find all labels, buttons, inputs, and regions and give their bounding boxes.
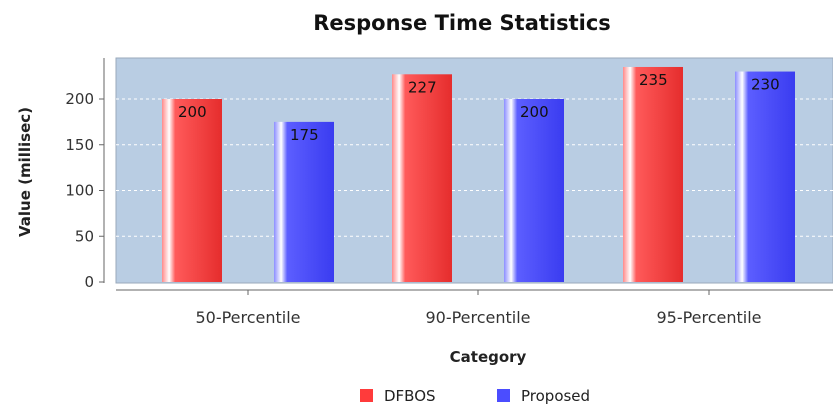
legend-swatch-dfbos	[360, 389, 373, 402]
legend-label-proposed: Proposed	[521, 387, 590, 405]
data-label: 235	[639, 71, 668, 89]
bar-proposed-95-percentile	[735, 71, 795, 282]
chart-title: Response Time Statistics	[313, 11, 611, 35]
data-label: 227	[408, 78, 437, 96]
x-axis-label: Category	[450, 348, 527, 366]
legend: DFBOS Proposed	[360, 387, 590, 405]
bar-proposed-90-percentile	[504, 99, 564, 282]
legend-swatch-proposed	[497, 389, 510, 402]
bar-dfbos-90-percentile	[392, 74, 452, 282]
data-label: 230	[751, 76, 780, 94]
y-axis: 0 50 100 150 200	[65, 58, 105, 291]
bar-dfbos-50-percentile	[162, 99, 222, 282]
bar-dfbos-95-percentile	[623, 66, 683, 282]
x-tick-label: 90-Percentile	[425, 308, 530, 327]
x-axis: 50-Percentile 90-Percentile 95-Percentile	[195, 290, 762, 327]
y-tick-label: 150	[65, 136, 94, 154]
bars: 200 227 235 175 200 230	[162, 66, 795, 282]
plot-area	[115, 57, 833, 284]
data-label: 200	[520, 103, 549, 121]
y-tick-label: 50	[75, 227, 94, 245]
bar-proposed-50-percentile	[274, 121, 334, 282]
x-tick-label: 50-Percentile	[195, 308, 300, 327]
legend-label-dfbos: DFBOS	[384, 387, 436, 405]
x-tick-label: 95-Percentile	[656, 308, 761, 327]
y-tick-label: 0	[84, 273, 94, 291]
data-label: 200	[178, 103, 207, 121]
y-tick-label: 100	[65, 182, 94, 200]
y-tick-label: 200	[65, 90, 94, 108]
data-label: 175	[290, 126, 319, 144]
y-axis-label: Value (millisec)	[16, 107, 34, 237]
